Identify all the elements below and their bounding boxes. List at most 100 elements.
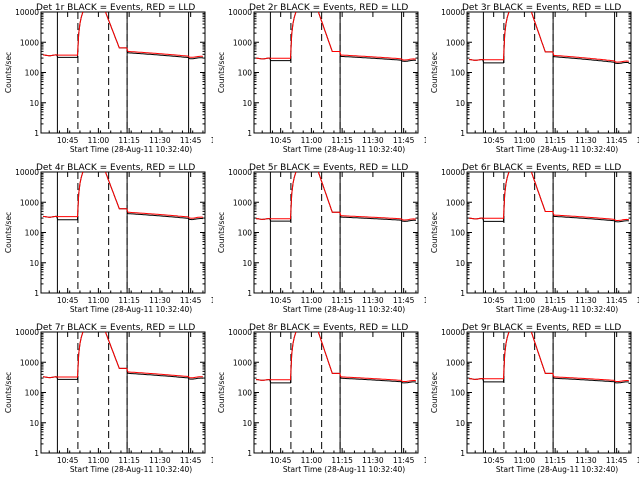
y-tick-label: 10 [455, 419, 465, 428]
events-series-line [468, 172, 629, 223]
x-tick-label: 11:00 [514, 296, 536, 305]
panel-title-part: RED [572, 163, 591, 173]
events-series-line [255, 172, 416, 222]
x-axis-label: Start Time (28-Aug-11 10:32:40) [283, 305, 405, 314]
y-tick-label: 1000 [233, 38, 252, 47]
panel-plot: Det 3r BLACK = Events, RED = LLD 1 10 100 10… [430, 3, 639, 154]
plot-frame [253, 331, 419, 454]
events-series-line [42, 172, 203, 221]
x-tick-label: 11:00 [514, 136, 536, 145]
plot-frame [253, 11, 419, 134]
x-axis-label: Start Time (28-Aug-11 10:32:40) [496, 465, 618, 474]
panel-title-part: RED [359, 323, 378, 333]
lld-series-line [255, 12, 416, 61]
x-tick-label: 11:45 [606, 456, 628, 465]
x-tick-label: 11:15 [331, 456, 353, 465]
plot-content [469, 12, 629, 133]
panel-plot: Det 9r BLACK = Events, RED = LLD 1 10 100 10… [430, 323, 639, 474]
panel-detector-label: Det 4r [36, 163, 67, 173]
x-tick-label: 12:00 [211, 456, 213, 465]
detector-panel: Det 6r BLACK = Events, RED = LLD 1 10 100 10… [426, 160, 639, 320]
panel-title-part: = LLD [165, 163, 195, 173]
panel-plot: Det 1r BLACK = Events, RED = LLD 1 10 100 10… [4, 3, 213, 154]
x-tick-label: 11:15 [544, 456, 566, 465]
panel-title-part: = Events, [523, 3, 572, 13]
panel-title-part: = Events, [310, 163, 359, 173]
y-tick-label: 10000 [441, 168, 465, 177]
panel-title: Det 9r BLACK = Events, RED = LLD [462, 323, 621, 333]
x-tick-label: 11:30 [575, 296, 597, 305]
events-series-line [42, 12, 203, 60]
x-tick-label: 11:45 [393, 136, 415, 145]
lld-series-line [469, 12, 629, 63]
panel-plot: Det 2r BLACK = Events, RED = LLD 1 10 100 10… [217, 3, 426, 154]
panel-title-part: RED [146, 163, 165, 173]
plot-content [468, 332, 629, 453]
y-tick-label: 1000 [20, 358, 39, 367]
y-tick-label: 10 [455, 259, 465, 268]
panel-title-part: BLACK [493, 3, 524, 13]
x-axis-label: Start Time (28-Aug-11 10:32:40) [70, 145, 192, 154]
panel-title: Det 5r BLACK = Events, RED = LLD [249, 163, 408, 173]
panel-title-part: = Events, [523, 323, 572, 333]
x-tick-label: 11:00 [301, 136, 323, 145]
y-tick-label: 10000 [441, 8, 465, 17]
y-tick-label: 100 [451, 389, 466, 398]
x-tick-label: 12:00 [637, 296, 639, 305]
panel-title-part: RED [572, 3, 591, 13]
x-tick-label: 11:30 [575, 456, 597, 465]
detector-panel: Det 9r BLACK = Events, RED = LLD 1 10 100 10… [426, 320, 639, 480]
x-axis-label: Start Time (28-Aug-11 10:32:40) [496, 305, 618, 314]
panel-title-part: BLACK [280, 323, 311, 333]
x-tick-label: 12:00 [424, 136, 426, 145]
panel-title-part: RED [359, 163, 378, 173]
panel-title-part: = Events, [310, 323, 359, 333]
panel-title-part: = LLD [378, 3, 408, 13]
y-axis-label: Counts/sec [430, 372, 439, 413]
panel-title-part: = Events, [97, 163, 146, 173]
x-tick-label: 10:45 [483, 136, 505, 145]
panel-detector-label: Det 7r [36, 323, 67, 333]
panel-title-part: BLACK [67, 3, 98, 13]
panel-title-part: RED [359, 3, 378, 13]
panel-title-part: RED [146, 3, 165, 13]
y-tick-label: 10 [242, 259, 252, 268]
y-tick-label: 1 [460, 289, 465, 298]
panel-title-part: BLACK [280, 3, 311, 13]
x-tick-label: 11:00 [88, 456, 110, 465]
y-tick-label: 10 [29, 99, 39, 108]
panel-title-part: RED [146, 323, 165, 333]
detector-panel: Det 3r BLACK = Events, RED = LLD 1 10 100 10… [426, 0, 639, 160]
detector-panel: Det 4r BLACK = Events, RED = LLD 1 10 100 10… [0, 160, 213, 320]
lld-series-line [42, 12, 203, 58]
panel-title: Det 4r BLACK = Events, RED = LLD [36, 163, 195, 173]
x-axis-label: Start Time (28-Aug-11 10:32:40) [496, 145, 618, 154]
x-tick-label: 11:15 [331, 136, 353, 145]
events-series-line [469, 12, 629, 65]
x-tick-label: 11:00 [301, 456, 323, 465]
x-tick-label: 11:45 [180, 456, 202, 465]
y-tick-label: 1 [247, 129, 252, 138]
y-tick-label: 100 [238, 389, 253, 398]
panel-detector-label: Det 6r [462, 163, 493, 173]
y-tick-label: 100 [25, 229, 40, 238]
y-tick-label: 10 [29, 419, 39, 428]
y-tick-label: 10 [242, 419, 252, 428]
y-tick-label: 100 [451, 69, 466, 78]
lld-series-line [42, 172, 203, 219]
lld-series-line [42, 332, 203, 379]
y-tick-label: 10000 [15, 328, 39, 337]
panel-title-part: = Events, [310, 3, 359, 13]
panel-title-part: RED [572, 323, 591, 333]
plot-content [256, 332, 416, 453]
x-tick-label: 11:15 [331, 296, 353, 305]
panel-title-part: BLACK [67, 163, 98, 173]
panel-detector-label: Det 2r [249, 3, 280, 13]
plot-content [42, 332, 203, 453]
plot-frame [466, 171, 632, 294]
y-tick-label: 100 [451, 229, 466, 238]
x-tick-label: 11:00 [88, 136, 110, 145]
plot-frame [466, 11, 632, 134]
x-tick-label: 12:00 [424, 456, 426, 465]
